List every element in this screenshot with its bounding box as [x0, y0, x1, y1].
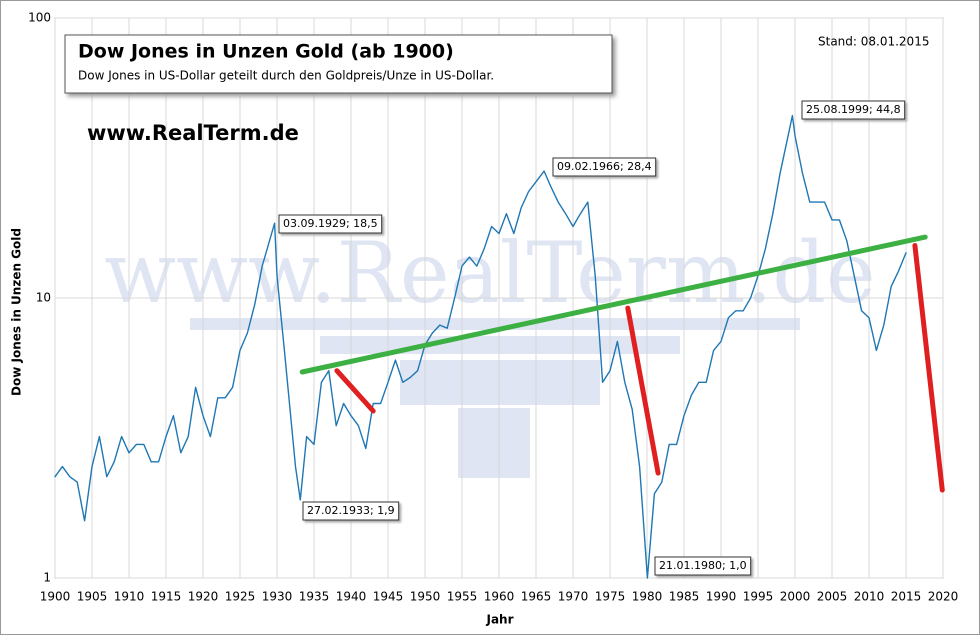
chart-title: Dow Jones in Unzen Gold (ab 1900) [78, 41, 454, 63]
x-tick-label: 2005 [817, 590, 848, 604]
annotation-box [801, 100, 906, 120]
marks [54, 114, 945, 579]
annotation-box [654, 556, 752, 576]
y-tick-label: 1 [43, 571, 51, 585]
data-line [54, 114, 907, 579]
annotation: 03.09.1929; 18,5 [283, 217, 378, 230]
watermark-block [458, 408, 530, 478]
subtitle: Dow Jones in US-Dollar geteilt durch den… [78, 69, 494, 83]
x-tick-label: 1945 [373, 590, 404, 604]
x-tick-label: 1915 [151, 590, 182, 604]
x-tick-label: 1980 [632, 590, 663, 604]
title-box [64, 34, 613, 94]
x-tick-label: 1900 [40, 590, 71, 604]
x-tick-label: 1985 [669, 590, 700, 604]
x-tick-label: 2015 [891, 590, 922, 604]
watermark-block [400, 360, 600, 405]
x-tick-label: 1990 [706, 590, 737, 604]
y-tick-label: 10 [36, 291, 51, 305]
x-tick-label: 1965 [521, 590, 552, 604]
x-tick-label: 1930 [262, 590, 293, 604]
trend-line [625, 305, 661, 476]
annotation-box [302, 501, 400, 521]
watermark: www.RealTerm.de [104, 224, 876, 322]
annotation-box [552, 157, 657, 177]
y-tick-label: 100 [28, 11, 51, 25]
stand: Stand: 08.01.2015 [818, 35, 929, 49]
x-tick-label: 1950 [410, 590, 441, 604]
annotation: 27.02.1933; 1,9 [307, 504, 395, 517]
x-tick-label: 1935 [299, 590, 330, 604]
x-tick-label: 1905 [77, 590, 108, 604]
x-tick-label: 1995 [743, 590, 774, 604]
x-tick-label: 2010 [854, 590, 885, 604]
grid [54, 17, 944, 579]
x-tick-label: 1910 [114, 590, 145, 604]
y-axis-label: Dow Jones in Unzen Gold [10, 228, 24, 396]
annotation: 21.01.1980; 1,0 [659, 559, 747, 572]
website: www.RealTerm.de [87, 121, 299, 145]
x-tick-label: 1920 [188, 590, 219, 604]
watermark-block [320, 336, 680, 354]
x-tick-label: 1940 [336, 590, 367, 604]
x-tick-label: 1970 [558, 590, 589, 604]
x-tick-label: 2000 [780, 590, 811, 604]
x-tick-label: 2020 [928, 590, 959, 604]
trend-line [912, 243, 945, 493]
annotation-box [278, 214, 383, 234]
x-axis-label: Jahr [485, 613, 513, 627]
x-tick-label: 1955 [447, 590, 478, 604]
x-tick-label: 1925 [225, 590, 256, 604]
annotation: 09.02.1966; 28,4 [557, 160, 652, 173]
annotation: 25.08.1999; 44,8 [806, 103, 901, 116]
x-tick-label: 1975 [595, 590, 626, 604]
x-tick-label: 1960 [484, 590, 515, 604]
trend-line [334, 368, 376, 414]
trend-line [299, 234, 928, 375]
